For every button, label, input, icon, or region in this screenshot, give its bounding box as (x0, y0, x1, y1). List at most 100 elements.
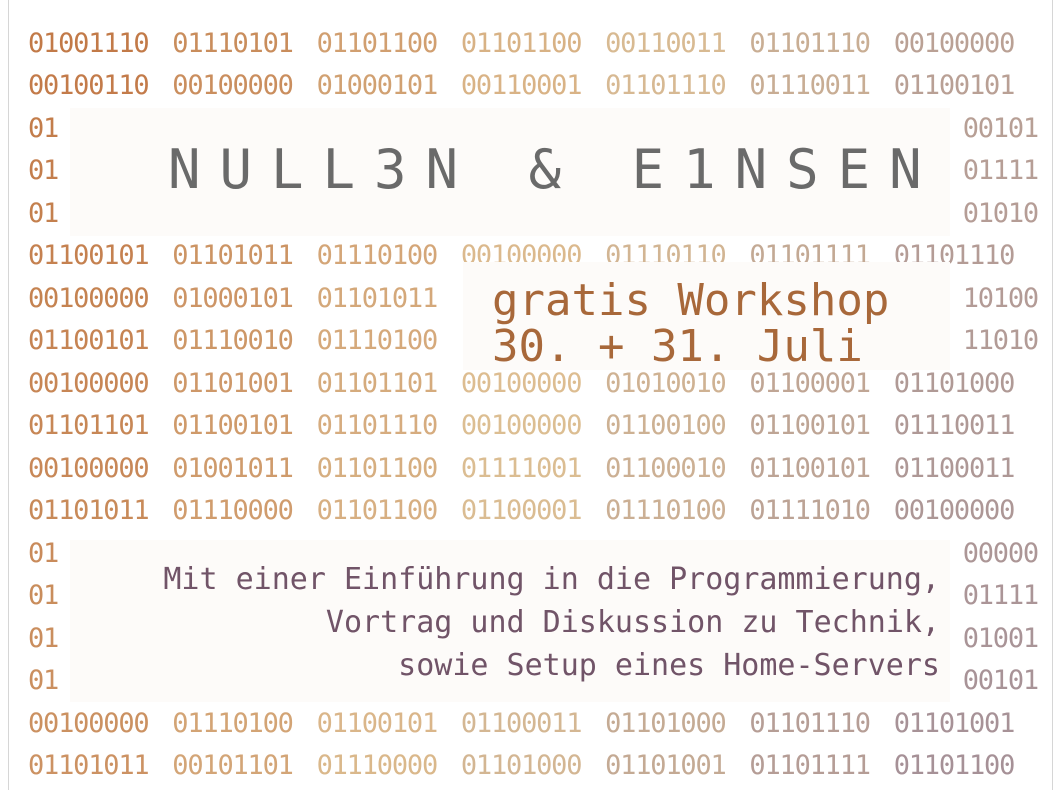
binary-cell: 00000 (962, 537, 1039, 569)
binary-cell: 01000101 (316, 70, 439, 102)
binary-cell: 01111 (962, 155, 1039, 187)
binary-cell: 00100000 (28, 452, 150, 484)
binary-cell: 00100000 (460, 367, 583, 399)
binary-cell: 01101001 (893, 707, 1016, 739)
binary-cell: 01101100 (316, 452, 439, 484)
binary-cell: 01001110 (28, 27, 150, 59)
binary-cell: 00100000 (28, 367, 150, 399)
binary-cell: 01101011 (28, 750, 150, 782)
title-panel (70, 108, 950, 236)
binary-cell: 01100011 (460, 707, 583, 739)
binary-cell: 00100000 (893, 495, 1016, 527)
binary-cell: 01111 (962, 580, 1039, 612)
binary-cell: 01 (28, 537, 59, 569)
binary-cell: 01101000 (460, 750, 583, 782)
binary-cell: 11010 (962, 325, 1039, 357)
binary-row: 01 01001 (28, 617, 1039, 660)
binary-cell: 00100000 (28, 707, 150, 739)
binary-cell: 01100001 (460, 495, 583, 527)
binary-cell: 01101101 (28, 410, 150, 442)
binary-cell: 00101101 (172, 750, 294, 782)
binary-row: 00100000 01101001 01101101 00100000 01010010… (28, 362, 1038, 405)
binary-row: 01 01111 (28, 575, 1039, 618)
intro-panel (70, 540, 950, 702)
binary-cell: 01110101 (172, 27, 294, 59)
binary-cell: 00100110 (28, 70, 150, 102)
binary-cell: 01101000 (893, 367, 1016, 399)
binary-cell: 01100010 (605, 452, 727, 484)
binary-cell: 01001011 (172, 452, 294, 484)
binary-cell: 01100101 (316, 707, 439, 739)
binary-cell: 01101100 (316, 495, 439, 527)
binary-cell: 01101001 (605, 750, 727, 782)
binary-row: 00100000 01110100 01100101 01100011 01101000… (28, 702, 1038, 745)
workshop-dates: 30. + 31. Juli (492, 321, 863, 372)
binary-cell: 01100011 (893, 452, 1016, 484)
binary-cell: 00100000 (172, 70, 294, 102)
binary-row: 01100101 01110010 01110100 11010 (28, 320, 1039, 363)
binary-cell: 01111010 (749, 495, 871, 527)
binary-row: 01101101 01100101 01101110 00100000 01100100… (28, 405, 1038, 448)
workshop-label: gratis Workshop (492, 275, 890, 326)
binary-cell: 01101011 (172, 240, 294, 272)
binary-cell: 01 (28, 155, 59, 187)
binary-cell: 01101100 (460, 27, 583, 59)
binary-row: 01 01111 (28, 150, 1039, 193)
binary-cell: 01100101 (172, 410, 294, 442)
binary-cell: 01110000 (316, 750, 439, 782)
workshop-info: gratis Workshop 30. + 31. Juli (492, 278, 889, 370)
workshop-panel (463, 262, 950, 370)
binary-cell: 01101000 (605, 707, 727, 739)
binary-background: 01001110 01110101 01101100 01101100 00110011… (28, 22, 1039, 788)
binary-cell: 00110011 (605, 27, 727, 59)
binary-row: 00100000 01001011 01101100 01111001 01100010… (28, 447, 1038, 490)
binary-cell: 01 (28, 197, 59, 229)
binary-cell: 01010010 (605, 367, 727, 399)
binary-cell: 01101110 (749, 27, 871, 59)
binary-cell: 01100101 (749, 452, 871, 484)
binary-row: 01001110 01110101 01101100 01101100 00110011… (28, 22, 1038, 65)
binary-cell: 01100001 (749, 367, 871, 399)
binary-cell: 01101101 (316, 367, 439, 399)
intro-line-1: Mit einer Einführung in die Programmieru… (163, 562, 940, 597)
binary-cell: 01 (28, 665, 59, 697)
binary-cell: 01110011 (749, 70, 871, 102)
binary-cell: 10100 (962, 282, 1039, 314)
binary-row: 00100110 00100000 01000101 00110001 01101110… (28, 65, 1038, 108)
binary-row: 01101011 00101101 01110000 01101000 01101001… (28, 745, 1038, 788)
binary-cell: 01101100 (316, 27, 439, 59)
binary-cell: 01110000 (172, 495, 294, 527)
binary-row: 01 00000 (28, 532, 1039, 575)
binary-cell: 00110001 (460, 70, 583, 102)
binary-cell: 01101110 (749, 707, 871, 739)
binary-cell: 01110100 (316, 325, 439, 357)
intro-text: Mit einer Einführung in die Programmieru… (163, 558, 940, 687)
binary-cell: 01100101 (28, 240, 150, 272)
intro-line-2: Vortrag und Diskussion zu Technik, (325, 605, 940, 640)
poster-title: NULL3N & E1NSEN (168, 138, 941, 201)
binary-cell: 01000101 (172, 282, 294, 314)
binary-cell: 01 (28, 580, 59, 612)
binary-cell: 00100000 (28, 282, 150, 314)
binary-cell: 00101 (962, 665, 1039, 697)
binary-row: 00100000 01000101 01101011 10100 (28, 277, 1039, 320)
binary-cell: 01010 (962, 197, 1039, 229)
binary-cell: 01101110 (316, 410, 439, 442)
binary-row: 01 00101 (28, 107, 1039, 150)
binary-cell: 01101111 (749, 750, 871, 782)
binary-cell: 01100101 (28, 325, 150, 357)
binary-cell: 01101110 (605, 70, 727, 102)
binary-cell: 01100101 (893, 70, 1016, 102)
binary-cell: 01 (28, 622, 59, 654)
binary-row: 01101011 01110000 01101100 01100001 01110100… (28, 490, 1038, 533)
intro-line-3: sowie Setup eines Home-Servers (398, 648, 940, 683)
binary-cell: 01100101 (749, 410, 871, 442)
binary-cell: 01101100 (893, 750, 1016, 782)
binary-cell: 01110011 (893, 410, 1016, 442)
binary-cell: 00100000 (893, 27, 1016, 59)
binary-cell: 01110100 (605, 495, 727, 527)
binary-cell: 01110100 (316, 240, 439, 272)
binary-row: 01 00101 (28, 660, 1039, 703)
binary-row: 01 01010 (28, 192, 1039, 235)
binary-cell: 01101001 (172, 367, 294, 399)
